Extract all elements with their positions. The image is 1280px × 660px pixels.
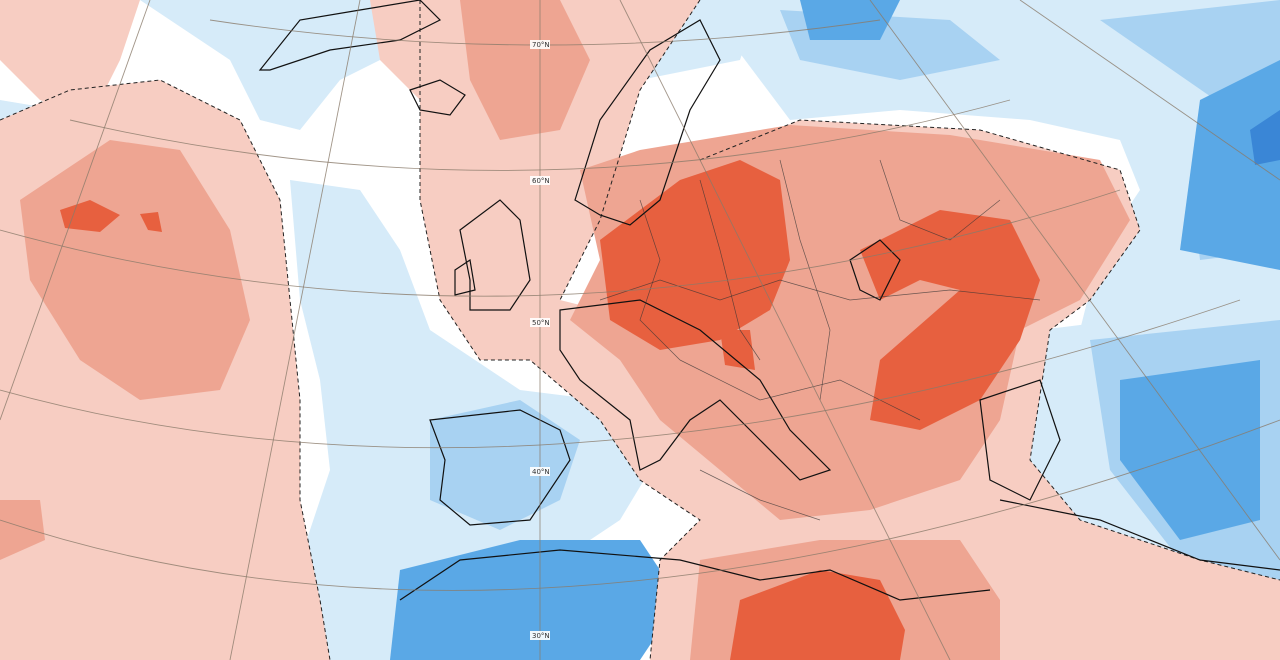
latitude-label-60: 60°N	[532, 177, 550, 185]
latitude-label-50: 50°N	[532, 319, 550, 327]
latitude-label-70: 70°N	[532, 41, 550, 49]
latitude-label-40: 40°N	[532, 468, 550, 476]
latitude-label-30: 30°N	[532, 632, 550, 640]
latitude-labels: 70°N 60°N 50°N 40°N 30°N	[530, 40, 550, 640]
